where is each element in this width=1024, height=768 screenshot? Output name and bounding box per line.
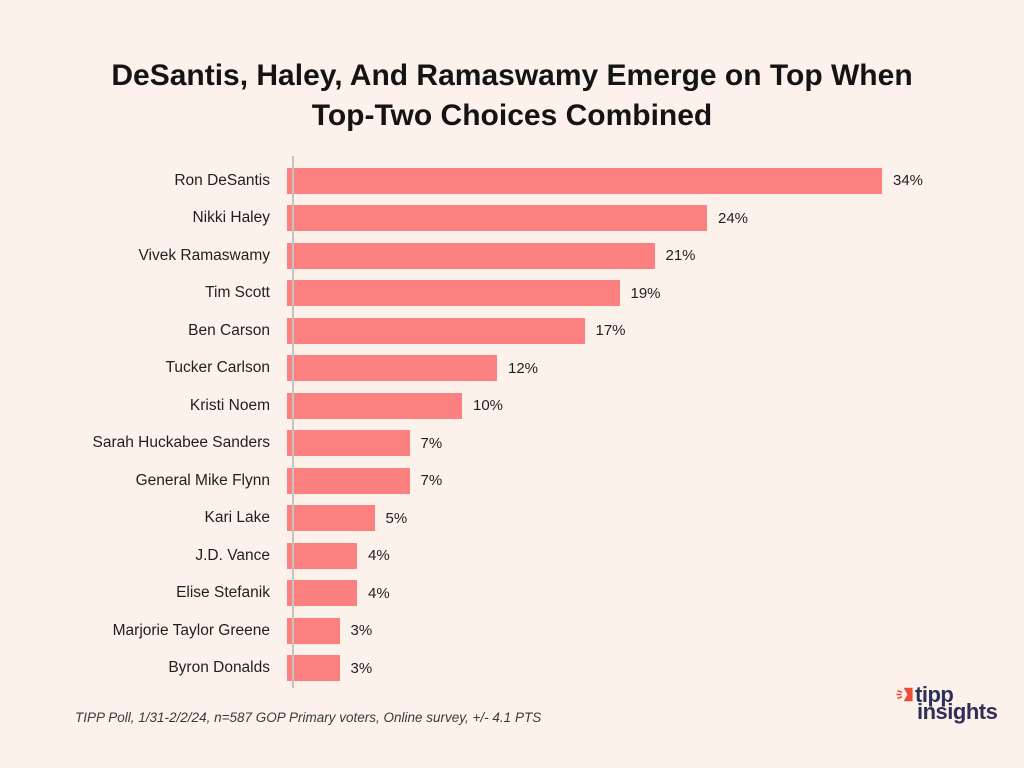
chart-title: DeSantis, Haley, And Ramaswamy Emerge on… (0, 56, 1024, 136)
category-label: Kari Lake (204, 509, 270, 527)
value-label: 4% (368, 584, 390, 602)
chart-rows: Ron DeSantis 34% Nikki Haley 24% Vivek Ramas… (75, 162, 975, 687)
chart-row: Ben Carson 17% (75, 312, 975, 350)
chart-row: Ron DeSantis 34% (75, 162, 975, 200)
bar (287, 317, 585, 344)
value-label: 3% (350, 659, 373, 677)
bar-area: 24% (287, 205, 749, 232)
category-label: Tim Scott (205, 284, 270, 302)
chart-row: Kari Lake 5% (75, 500, 975, 538)
bar (287, 467, 410, 494)
bar (287, 655, 340, 682)
category-label: J.D. Vance (195, 546, 270, 564)
value-label: 17% (595, 322, 626, 340)
logo-line1: tipp (896, 682, 997, 707)
bar-area: 3% (287, 617, 373, 644)
category-label: General Mike Flynn (135, 471, 270, 489)
chart-row: Vivek Ramaswamy 21% (75, 237, 975, 275)
value-label: 21% (665, 247, 696, 265)
chart-row: Byron Donalds 3% (75, 650, 975, 688)
category-label: Elise Stefanik (176, 584, 270, 602)
bar-area: 7% (287, 467, 443, 494)
chart-row: Tucker Carlson 12% (75, 350, 975, 388)
chart-title-line1: DeSantis, Haley, And Ramaswamy Emerge on… (111, 59, 913, 92)
chart-row: Marjorie Taylor Greene 3% (75, 612, 975, 650)
bar-area: 3% (287, 655, 373, 682)
category-label: Marjorie Taylor Greene (112, 621, 270, 639)
category-label: Kristi Noem (189, 396, 270, 414)
bar (287, 205, 707, 232)
chart-title-line2: Top-Two Choices Combined (311, 99, 713, 132)
value-label: 34% (893, 172, 924, 190)
bar-area: 19% (287, 280, 661, 307)
chart-row: Kristi Noem 10% (75, 387, 975, 425)
bar-area: 12% (287, 355, 539, 382)
bar-area: 21% (287, 242, 696, 269)
logo-text-insights: insights (917, 699, 998, 724)
bar-area: 17% (287, 317, 626, 344)
category-label: Nikki Haley (192, 209, 270, 227)
logo-text-tipp: tipp (915, 682, 954, 707)
value-label: 19% (630, 284, 661, 302)
chart-row: Elise Stefanik 4% (75, 575, 975, 613)
bar (287, 280, 620, 307)
category-label: Ben Carson (188, 321, 270, 339)
bar (287, 505, 375, 532)
value-label: 4% (368, 547, 390, 565)
bar (287, 617, 340, 644)
value-label: 5% (385, 509, 408, 527)
y-axis-line (292, 156, 294, 688)
source-note: TIPP Poll, 1/31-2/2/24, n=587 GOP Primar… (75, 710, 542, 725)
value-label: 10% (473, 397, 504, 415)
bar (287, 355, 497, 382)
category-label: Vivek Ramaswamy (138, 246, 270, 264)
bar-area: 34% (287, 167, 924, 194)
value-label: 7% (420, 434, 443, 452)
bar (287, 167, 882, 194)
tipp-insights-logo: tipp insights (896, 682, 998, 724)
bar (287, 392, 462, 419)
value-label: 7% (420, 472, 443, 490)
bar (287, 242, 655, 269)
bar-area: 7% (287, 430, 443, 457)
chart-row: Nikki Haley 24% (75, 200, 975, 238)
tipp-arrow-icon (896, 687, 913, 701)
value-label: 3% (350, 622, 373, 640)
category-label: Sarah Huckabee Sanders (92, 434, 270, 452)
bar-chart: Ron DeSantis 34% Nikki Haley 24% Vivek Ramas… (75, 156, 975, 688)
bar (287, 580, 357, 607)
bar-area: 4% (287, 580, 390, 607)
bar (287, 542, 357, 569)
bar (287, 430, 410, 457)
bar-area: 10% (287, 392, 504, 419)
category-label: Tucker Carlson (165, 359, 270, 377)
value-label: 12% (508, 359, 539, 377)
bar-area: 4% (287, 542, 390, 569)
bar-area: 5% (287, 505, 408, 532)
category-label: Ron DeSantis (174, 171, 270, 189)
chart-row: General Mike Flynn 7% (75, 462, 975, 500)
category-label: Byron Donalds (168, 659, 270, 677)
chart-row: Sarah Huckabee Sanders 7% (75, 425, 975, 463)
chart-row: J.D. Vance 4% (75, 537, 975, 575)
value-label: 24% (718, 209, 749, 227)
chart-row: Tim Scott 19% (75, 275, 975, 313)
